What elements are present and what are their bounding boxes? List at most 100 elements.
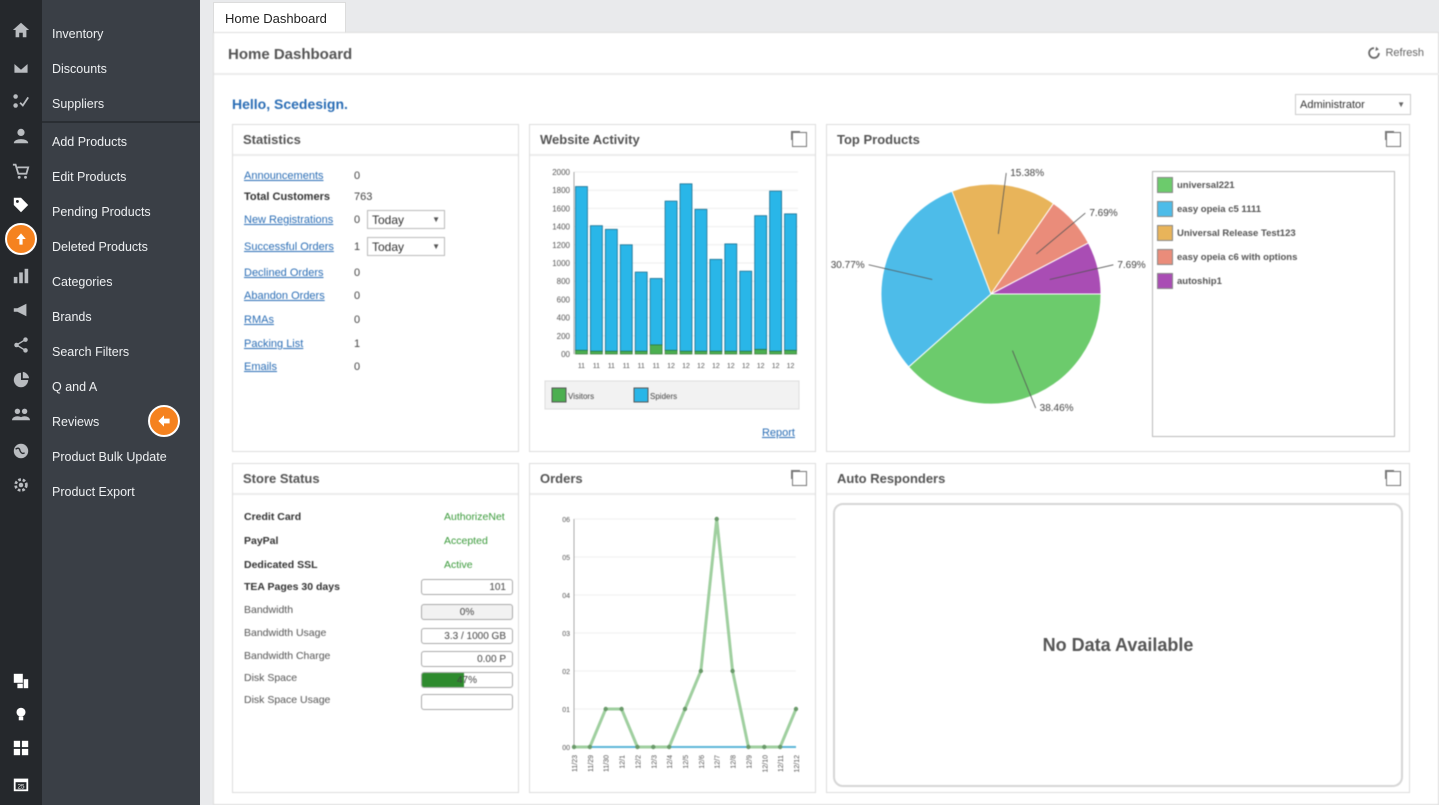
y-tick-label: 800 bbox=[557, 277, 571, 286]
legend-swatch bbox=[1157, 273, 1173, 289]
pie-leader-line bbox=[997, 172, 1007, 234]
bar-visitors bbox=[754, 349, 767, 355]
stat-row[interactable]: Abandon Orders 0 bbox=[244, 288, 360, 304]
cart-icon[interactable] bbox=[10, 160, 32, 182]
status-value: Active bbox=[444, 559, 473, 571]
expand-icon[interactable] bbox=[1385, 131, 1401, 147]
stat-row[interactable]: New Registrations 0 bbox=[244, 212, 360, 228]
refresh-button[interactable]: Refresh bbox=[1367, 46, 1424, 60]
panel-title-text: Orders bbox=[540, 471, 583, 486]
x-tick-label: 12/9 bbox=[746, 755, 753, 769]
tag-icon[interactable] bbox=[10, 194, 32, 216]
menu-item-brands[interactable]: Brands bbox=[52, 309, 92, 324]
refresh-icon bbox=[1368, 46, 1381, 59]
lightbulb-icon[interactable] bbox=[10, 703, 32, 725]
stat-label[interactable]: Abandon Orders bbox=[244, 290, 325, 302]
x-tick-label: 12/12 bbox=[794, 755, 801, 773]
y-tick-label: 600 bbox=[557, 295, 571, 304]
menu-item-search-filters[interactable]: Search Filters bbox=[52, 344, 130, 359]
website-activity-title: Website Activity bbox=[530, 125, 815, 156]
expand-icon[interactable] bbox=[791, 470, 807, 486]
user-icon[interactable] bbox=[10, 125, 32, 147]
role-select[interactable]: Administrator ▼ bbox=[1295, 94, 1411, 115]
pie-leader-line bbox=[1012, 350, 1037, 409]
menu-item-inventory[interactable]: Inventory bbox=[52, 26, 104, 41]
y-tick-label: 00 bbox=[561, 350, 570, 359]
top-products-title: Top Products bbox=[827, 125, 1409, 156]
page-title: Home Dashboard bbox=[228, 46, 353, 63]
flow-icon[interactable] bbox=[10, 90, 32, 112]
grid-icon[interactable] bbox=[10, 737, 32, 759]
stat-label[interactable]: RMAs bbox=[244, 314, 274, 326]
pie-value-label: 7.69% bbox=[1089, 208, 1117, 219]
icon-rail: 25 bbox=[0, 0, 42, 805]
mail-icon[interactable] bbox=[10, 57, 32, 79]
report-link[interactable]: Report bbox=[761, 427, 795, 439]
data-point bbox=[571, 744, 577, 750]
x-tick-label: 12 bbox=[757, 363, 765, 370]
stat-row[interactable]: Successful Orders 1 bbox=[244, 239, 360, 255]
stat-label[interactable]: New Registrations bbox=[244, 214, 334, 226]
layout-icon[interactable] bbox=[10, 670, 32, 692]
stat-label[interactable]: Packing List bbox=[244, 338, 304, 350]
legend-swatch bbox=[551, 387, 567, 403]
pie-icon[interactable] bbox=[10, 369, 32, 391]
stat-label[interactable]: Declined Orders bbox=[244, 267, 324, 279]
bar-spiders bbox=[724, 243, 738, 352]
pie-value-label: 30.77% bbox=[831, 260, 865, 271]
menu-item-deleted-products[interactable]: Deleted Products bbox=[52, 239, 148, 254]
status-box: 101 bbox=[421, 579, 513, 595]
menu-item-categories[interactable]: Categories bbox=[52, 274, 113, 289]
legend-label: easy opeia c6 with options bbox=[1177, 251, 1298, 263]
bar-spiders bbox=[604, 228, 618, 352]
megaphone-icon[interactable] bbox=[10, 299, 32, 321]
menu-item-add-products[interactable]: Add Products bbox=[52, 134, 128, 149]
expand-icon[interactable] bbox=[1385, 470, 1401, 486]
stat-label[interactable]: Announcements bbox=[244, 170, 324, 182]
users-icon[interactable] bbox=[10, 403, 32, 425]
stat-row[interactable]: Announcements 0 bbox=[244, 168, 360, 184]
data-point bbox=[619, 706, 624, 712]
menu-item-reviews[interactable]: Reviews bbox=[52, 414, 100, 429]
home-icon[interactable] bbox=[10, 19, 32, 41]
stat-row[interactable]: Declined Orders 0 bbox=[244, 265, 360, 281]
share-icon[interactable] bbox=[10, 334, 32, 356]
expand-icon[interactable] bbox=[791, 131, 807, 147]
upload-icon[interactable] bbox=[5, 223, 37, 255]
data-point bbox=[651, 744, 656, 750]
data-point bbox=[730, 668, 735, 674]
gear-icon[interactable] bbox=[10, 474, 32, 496]
legend-label: easy opeia c5 1111 bbox=[1177, 203, 1261, 215]
data-point bbox=[635, 744, 640, 750]
period-select[interactable]: Today ▼ bbox=[367, 237, 445, 256]
globe-icon[interactable] bbox=[10, 440, 32, 462]
stat-row[interactable]: RMAs 0 bbox=[244, 312, 360, 328]
status-box: 0.00 P bbox=[421, 651, 513, 667]
menu-item-product-export[interactable]: Product Export bbox=[52, 484, 135, 499]
stat-label[interactable]: Emails bbox=[244, 361, 278, 373]
x-tick-label: 12/1 bbox=[620, 755, 627, 769]
stat-label[interactable]: Successful Orders bbox=[244, 241, 334, 253]
x-tick-label: 12/3 bbox=[651, 755, 658, 769]
calendar-icon[interactable]: 25 bbox=[10, 773, 32, 795]
orders-title: Orders bbox=[530, 464, 815, 495]
menu-item-q-and-a[interactable]: Q and A bbox=[52, 379, 98, 394]
stat-row[interactable]: Emails 0 bbox=[244, 359, 360, 375]
menu-item-suppliers[interactable]: Suppliers bbox=[52, 96, 105, 111]
menu-item-edit-products[interactable]: Edit Products bbox=[52, 169, 127, 184]
stat-row[interactable]: Packing List 1 bbox=[244, 336, 360, 352]
menu-item-product-bulk-update[interactable]: Product Bulk Update bbox=[52, 449, 167, 464]
y-tick-label: 05 bbox=[562, 555, 570, 562]
menu-item-discounts[interactable]: Discounts bbox=[52, 61, 107, 76]
legend-label: Spiders bbox=[650, 392, 677, 401]
page-header: Home Dashboard Refresh bbox=[214, 33, 1439, 75]
tab-home-dashboard[interactable]: Home Dashboard bbox=[213, 2, 346, 33]
stat-value: 763 bbox=[354, 191, 373, 203]
period-select[interactable]: Today ▼ bbox=[367, 210, 445, 229]
legend-item: easy opeia c5 1111 bbox=[1157, 200, 1261, 218]
x-tick-label: 11 bbox=[593, 363, 600, 370]
bar-chart-icon[interactable] bbox=[10, 265, 32, 287]
menu-item-pending-products[interactable]: Pending Products bbox=[52, 204, 151, 219]
role-value: Administrator bbox=[1300, 98, 1365, 111]
